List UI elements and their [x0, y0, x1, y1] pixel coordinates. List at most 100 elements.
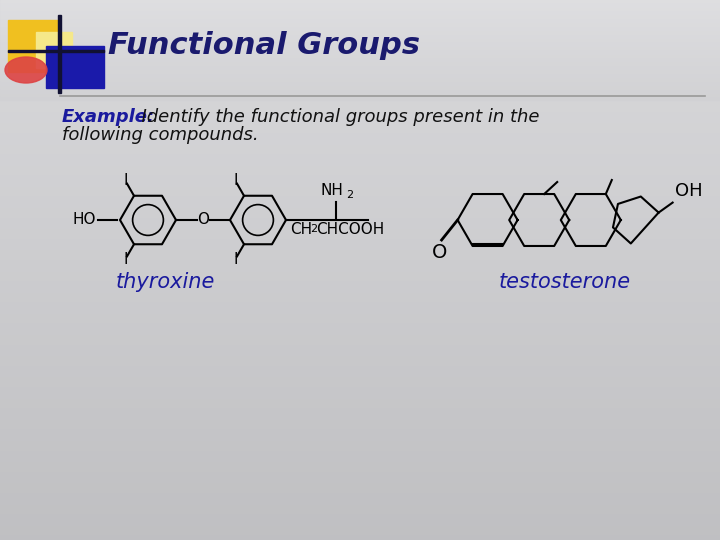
- Text: I: I: [233, 173, 238, 188]
- Bar: [0, 39, 720, 40]
- Bar: [0, 54, 720, 55]
- Bar: [0, 7, 720, 8]
- Bar: [0, 24, 720, 25]
- Bar: [0, 98, 720, 99]
- Bar: [0, 12, 720, 13]
- Bar: [0, 4, 720, 5]
- Bar: [0, 43, 720, 44]
- Bar: [0, 61, 720, 62]
- Bar: [0, 67, 720, 68]
- Text: following compounds.: following compounds.: [62, 126, 258, 144]
- Bar: [0, 40, 720, 41]
- Bar: [0, 73, 720, 74]
- Bar: [0, 9, 720, 10]
- Bar: [0, 97, 720, 98]
- Bar: [0, 45, 720, 46]
- Bar: [0, 18, 720, 19]
- Text: Functional Groups: Functional Groups: [108, 30, 420, 59]
- Bar: [0, 82, 720, 83]
- Text: 2: 2: [346, 190, 353, 200]
- Text: thyroxine: thyroxine: [115, 272, 215, 292]
- Bar: [0, 83, 720, 84]
- Bar: [0, 15, 720, 16]
- Bar: [0, 57, 720, 58]
- Bar: [0, 95, 720, 96]
- Bar: [0, 32, 720, 33]
- Bar: [58, 15, 60, 93]
- Bar: [0, 29, 720, 30]
- Bar: [0, 58, 720, 59]
- Bar: [0, 63, 720, 64]
- Bar: [0, 6, 720, 7]
- Bar: [0, 68, 720, 69]
- Bar: [0, 34, 720, 35]
- Bar: [0, 23, 720, 24]
- Bar: [0, 52, 720, 53]
- Bar: [0, 10, 720, 11]
- Bar: [0, 55, 720, 56]
- Text: CHCOOH: CHCOOH: [316, 222, 384, 237]
- Bar: [0, 75, 720, 76]
- Text: testosterone: testosterone: [499, 272, 631, 292]
- Bar: [0, 5, 720, 6]
- Bar: [0, 85, 720, 86]
- Text: O: O: [432, 243, 447, 262]
- Bar: [46, 46, 104, 88]
- Bar: [0, 47, 720, 48]
- Bar: [0, 78, 720, 79]
- Bar: [0, 49, 720, 50]
- Bar: [0, 3, 720, 4]
- Bar: [0, 72, 720, 73]
- Bar: [0, 88, 720, 89]
- Text: I: I: [233, 252, 238, 267]
- Bar: [0, 90, 720, 91]
- Text: 2: 2: [310, 224, 317, 234]
- Bar: [0, 19, 720, 20]
- Bar: [0, 60, 720, 61]
- Bar: [0, 27, 720, 28]
- Bar: [0, 56, 720, 57]
- Bar: [0, 66, 720, 67]
- Bar: [0, 81, 720, 82]
- Text: HO: HO: [73, 213, 96, 227]
- Bar: [0, 69, 720, 70]
- Bar: [0, 22, 720, 23]
- Bar: [0, 80, 720, 81]
- Bar: [0, 11, 720, 12]
- Bar: [0, 53, 720, 54]
- Bar: [0, 65, 720, 66]
- Bar: [0, 91, 720, 92]
- Text: NH: NH: [320, 183, 343, 198]
- Bar: [0, 0, 720, 1]
- Bar: [0, 1, 720, 2]
- Bar: [0, 41, 720, 42]
- Bar: [0, 44, 720, 45]
- Bar: [0, 92, 720, 93]
- Bar: [0, 36, 720, 37]
- Bar: [0, 8, 720, 9]
- Bar: [8, 50, 104, 52]
- Bar: [0, 79, 720, 80]
- Bar: [36, 32, 72, 68]
- Text: Example:: Example:: [62, 108, 156, 126]
- Bar: [0, 25, 720, 26]
- Bar: [0, 50, 720, 51]
- Bar: [0, 13, 720, 14]
- Bar: [0, 38, 720, 39]
- Bar: [0, 86, 720, 87]
- Bar: [0, 20, 720, 21]
- Text: I: I: [123, 252, 127, 267]
- Bar: [0, 70, 720, 71]
- Bar: [0, 89, 720, 90]
- Bar: [0, 71, 720, 72]
- Text: I: I: [123, 173, 127, 188]
- Bar: [0, 37, 720, 38]
- Bar: [0, 21, 720, 22]
- Text: CH: CH: [290, 222, 312, 237]
- Bar: [0, 93, 720, 94]
- Bar: [0, 84, 720, 85]
- Ellipse shape: [5, 57, 47, 83]
- Bar: [0, 62, 720, 63]
- Bar: [0, 28, 720, 29]
- Bar: [0, 35, 720, 36]
